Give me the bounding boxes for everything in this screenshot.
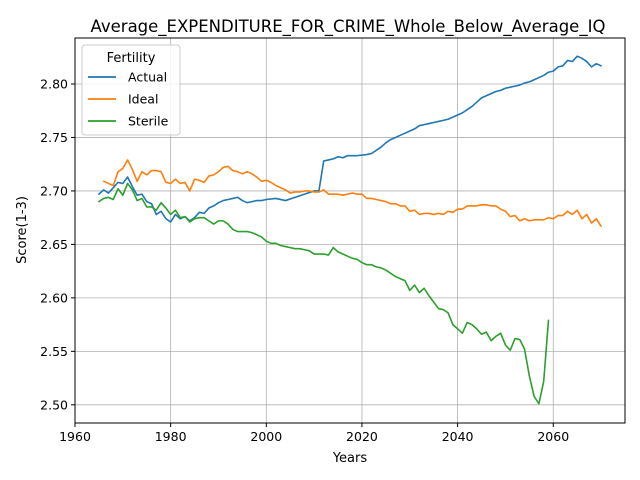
legend-label-ideal: Ideal <box>128 92 158 107</box>
x-tick-label: 2020 <box>346 429 378 444</box>
plot-frame <box>74 37 626 424</box>
y-tick-label: 2.55 <box>40 344 68 359</box>
x-axis-label: Years <box>332 451 368 466</box>
legend-entries: Actual Ideal Sterile <box>88 70 169 129</box>
legend-label-actual: Actual <box>128 70 167 85</box>
legend-box <box>81 44 181 136</box>
y-tick-label: 2.80 <box>40 76 68 91</box>
legend: Fertility Actual Ideal Sterile <box>81 44 181 136</box>
series-line-sterile <box>98 182 550 405</box>
y-tick-label: 2.75 <box>40 130 68 145</box>
y-tick-label: 2.60 <box>40 290 68 305</box>
x-axis-ticks: 1960 1980 2000 2020 2040 2060 <box>59 423 569 444</box>
y-tick-label: 2.65 <box>40 237 68 252</box>
series-line-ideal <box>102 159 602 228</box>
y-tick-label: 2.70 <box>40 183 68 198</box>
x-tick-label: 2000 <box>250 429 282 444</box>
chart-title: Average_EXPENDITURE_FOR_CRIME_Whole_Belo… <box>91 17 606 37</box>
x-tick-label: 1980 <box>155 429 187 444</box>
series-lines <box>98 55 602 405</box>
x-tick-label: 2060 <box>537 429 569 444</box>
x-tick-label: 1960 <box>59 429 91 444</box>
y-tick-label: 2.50 <box>40 397 68 412</box>
y-axis-ticks: 2.50 2.55 2.60 2.65 2.70 2.75 2.80 <box>40 76 75 412</box>
y-axis-label: Score(1-3) <box>15 196 30 264</box>
grid-lines <box>74 38 625 423</box>
x-tick-label: 2040 <box>442 429 474 444</box>
legend-label-sterile: Sterile <box>128 114 169 129</box>
series-line-actual <box>98 55 602 223</box>
legend-title: Fertility <box>107 51 156 66</box>
